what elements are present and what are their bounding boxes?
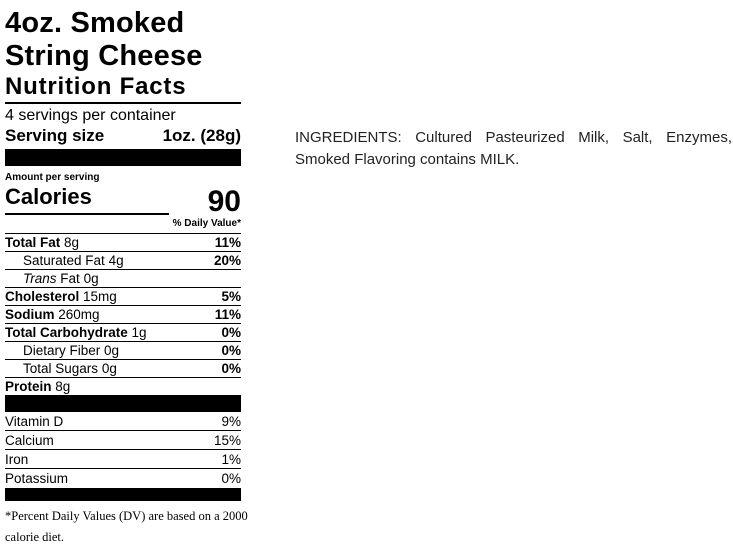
nutrient-dv: 5% bbox=[221, 289, 241, 304]
nutrient-row-sodium: Sodium 260mg 11% bbox=[5, 305, 241, 323]
nutrient-amount: 8g bbox=[64, 235, 80, 250]
nutrient-row-total-carbohydrate: Total Carbohydrate 1g 0% bbox=[5, 323, 241, 341]
nutrition-label: 4oz. Smoked String Cheese Nutrition Fact… bbox=[5, 7, 248, 548]
separator-bar-top bbox=[5, 149, 241, 166]
vitamin-row-potassium: Potassium 0% bbox=[5, 469, 241, 487]
nutrient-row-total-fat: Total Fat 8g 11% bbox=[5, 233, 241, 251]
vitamin-row-iron: Iron 1% bbox=[5, 450, 241, 469]
nutrient-dv: 0% bbox=[221, 361, 241, 376]
calories-value: 90 bbox=[207, 185, 241, 218]
nutrient-name: Saturated Fat bbox=[23, 253, 105, 268]
vitamin-row-vitamin-d: Vitamin D 9% bbox=[5, 412, 241, 431]
nutrient-row-total-sugars: Total Sugars 0g 0% bbox=[5, 359, 241, 377]
nutrient-dv: 0% bbox=[221, 343, 241, 358]
product-title-line2: String Cheese bbox=[5, 40, 203, 72]
vitamin-name: Calcium bbox=[5, 432, 54, 448]
amount-per-serving-label: Amount per serving bbox=[5, 172, 100, 183]
nutrient-row-cholesterol: Cholesterol 15mg 5% bbox=[5, 287, 241, 305]
nutrient-amount: 8g bbox=[55, 379, 71, 394]
product-title-line1: 4oz. Smoked bbox=[5, 7, 185, 39]
nutrient-name: Dietary Fiber bbox=[23, 343, 101, 358]
vitamin-dv: 9% bbox=[221, 413, 241, 429]
daily-value-header: % Daily Value* bbox=[172, 218, 241, 229]
nutrient-row-dietary-fiber: Dietary Fiber 0g 0% bbox=[5, 341, 241, 359]
nutrient-dv: 20% bbox=[213, 253, 241, 268]
serving-size-label: Serving size bbox=[5, 126, 105, 145]
ingredients-text: INGREDIENTS: Cultured Pasteurized Milk, … bbox=[295, 129, 732, 168]
serving-size-value: 1oz. (28g) bbox=[162, 126, 241, 145]
vitamin-name: Iron bbox=[5, 451, 29, 467]
nutrient-row-trans-fat: Trans Fat 0g bbox=[5, 269, 241, 287]
nutrient-name: Protein bbox=[5, 379, 52, 394]
nutrient-row-saturated-fat: Saturated Fat 4g 20% bbox=[5, 251, 241, 269]
nutrient-rows: Total Fat 8g 11% Saturated Fat 4g 20% Tr… bbox=[5, 233, 241, 395]
nutrient-dv: 11% bbox=[214, 235, 241, 250]
nutrient-name-italic: Trans bbox=[23, 271, 57, 286]
calories-row: Calories 90 bbox=[5, 185, 241, 218]
product-title: 4oz. Smoked String Cheese bbox=[5, 7, 241, 73]
vitamin-row-calcium: Calcium 15% bbox=[5, 431, 241, 450]
heading-divider bbox=[5, 102, 241, 104]
nutrient-amount: 4g bbox=[108, 253, 124, 268]
nutrient-name: Total Fat bbox=[5, 235, 61, 250]
daily-value-footnote: *Percent Daily Values (DV) are based on … bbox=[5, 509, 248, 544]
vitamin-name: Vitamin D bbox=[5, 413, 64, 429]
calories-label: Calories bbox=[5, 185, 169, 215]
nutrient-amount: 15mg bbox=[83, 289, 117, 304]
vitamin-name: Potassium bbox=[5, 470, 69, 486]
vitamin-rows: Vitamin D 9% Calcium 15% Iron 1% Potassi… bbox=[5, 412, 241, 487]
nutrient-name: Fat bbox=[60, 271, 80, 286]
servings-per-container: 4 servings per container bbox=[5, 107, 176, 124]
vitamin-dv: 15% bbox=[213, 432, 241, 448]
separator-bar-middle bbox=[5, 395, 241, 412]
nutrient-amount: 0g bbox=[101, 361, 117, 376]
nutrient-row-protein: Protein 8g bbox=[5, 377, 241, 395]
nutrient-amount: 1g bbox=[131, 325, 147, 340]
serving-size-row: Serving size 1oz. (28g) bbox=[5, 126, 241, 145]
vitamin-dv: 1% bbox=[221, 451, 241, 467]
nutrient-dv: 0% bbox=[221, 325, 241, 340]
nutrient-dv: 11% bbox=[214, 307, 241, 322]
nutrient-amount: 0g bbox=[83, 271, 99, 286]
separator-bar-bottom bbox=[5, 488, 241, 501]
nutrient-name: Total Carbohydrate bbox=[5, 325, 128, 340]
nutrient-amount: 0g bbox=[104, 343, 120, 358]
nutrient-amount: 260mg bbox=[58, 307, 100, 322]
vitamin-dv: 0% bbox=[221, 470, 241, 486]
nutrient-name: Sodium bbox=[5, 307, 55, 322]
nutrient-name: Cholesterol bbox=[5, 289, 80, 304]
nutrient-name: Total Sugars bbox=[23, 361, 99, 376]
nutrition-facts-heading: Nutrition Facts bbox=[5, 73, 187, 100]
